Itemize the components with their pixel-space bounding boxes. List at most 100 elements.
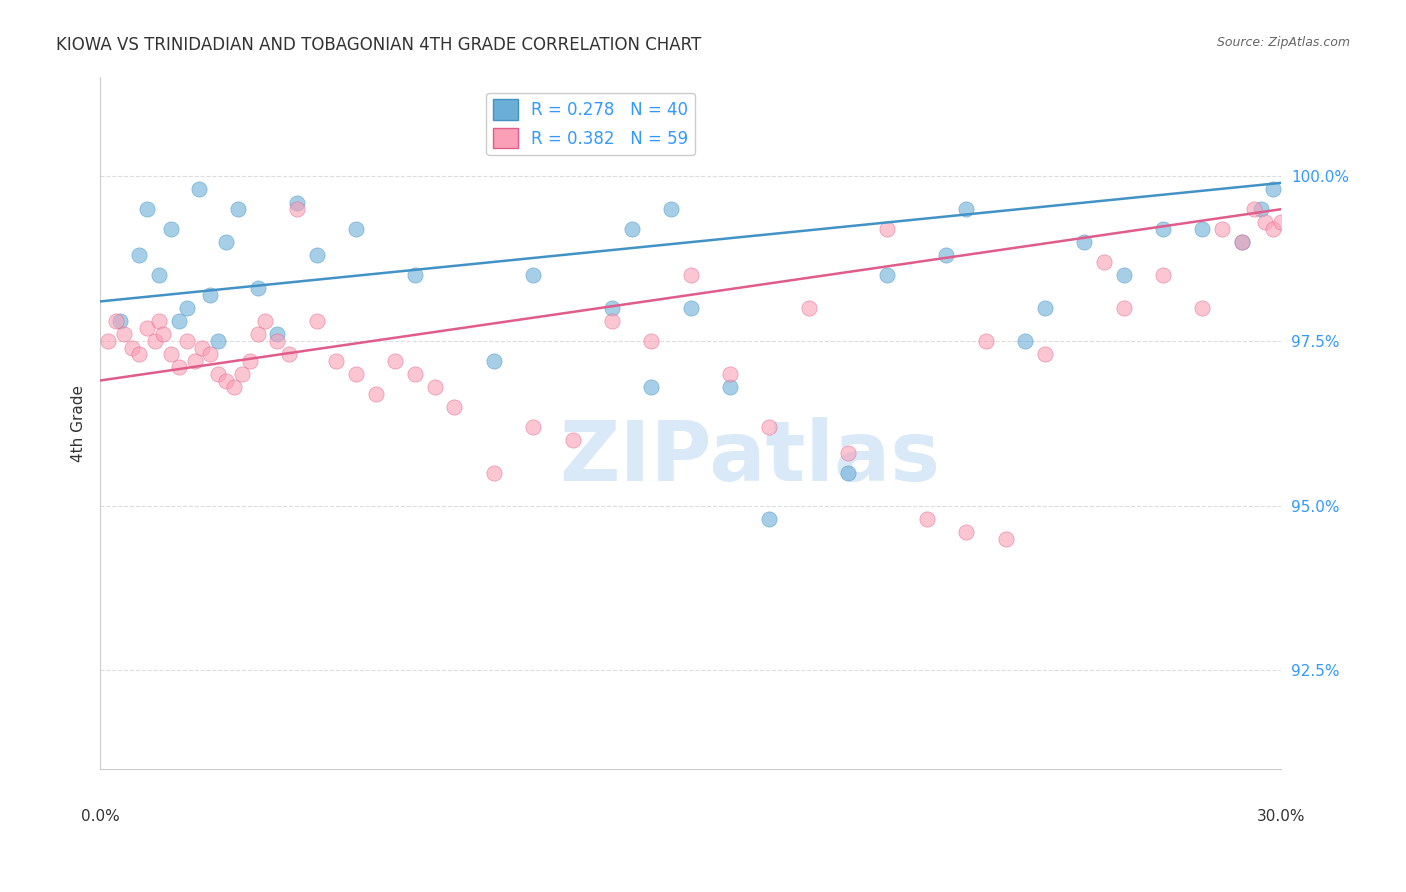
Point (384, 353, 406, 368)
Point (246, 281, 269, 295)
Point (1270, 215, 1292, 229)
Point (404, 367, 426, 381)
Point (482, 353, 505, 368)
Text: KIOWA VS TRINIDADIAN AND TOBAGONIAN 4TH GRADE CORRELATION CHART: KIOWA VS TRINIDADIAN AND TOBAGONIAN 4TH … (56, 36, 702, 54)
Point (200, 288, 222, 302)
Point (1243, 202, 1265, 217)
Point (1250, 202, 1272, 217)
Point (718, 380, 741, 394)
Point (482, 466, 505, 480)
Point (128, 248, 150, 262)
Text: Source: ZipAtlas.com: Source: ZipAtlas.com (1216, 36, 1350, 49)
Point (1211, 222, 1233, 236)
Point (640, 380, 662, 394)
Point (1033, 301, 1056, 315)
Point (108, 314, 131, 328)
Point (423, 380, 446, 394)
Point (285, 202, 308, 217)
Point (522, 419, 544, 434)
Point (1092, 255, 1115, 269)
Point (758, 512, 780, 526)
Point (620, 222, 643, 236)
Point (1112, 268, 1135, 282)
Point (207, 367, 229, 381)
Point (191, 341, 214, 355)
Point (176, 334, 198, 348)
Point (955, 524, 977, 539)
Point (215, 235, 238, 249)
Point (404, 268, 426, 282)
Point (254, 314, 277, 328)
Point (1230, 235, 1253, 249)
Point (994, 532, 1017, 546)
Point (128, 347, 150, 361)
Point (148, 268, 170, 282)
Point (1112, 301, 1135, 315)
Text: 30.0%: 30.0% (1257, 809, 1305, 824)
Point (266, 327, 288, 342)
Point (600, 301, 623, 315)
Legend: R = 0.278   N = 40, R = 0.382   N = 59: R = 0.278 N = 40, R = 0.382 N = 59 (486, 93, 695, 155)
Point (522, 268, 544, 282)
Point (837, 466, 859, 480)
Point (104, 314, 127, 328)
Point (1033, 347, 1056, 361)
Point (136, 320, 159, 334)
Point (364, 386, 387, 401)
Point (1152, 222, 1174, 236)
Point (305, 248, 328, 262)
Point (160, 222, 183, 236)
Point (1191, 301, 1213, 315)
Point (187, 182, 209, 196)
Point (915, 512, 938, 526)
Point (215, 374, 238, 388)
Point (183, 353, 205, 368)
Point (935, 248, 957, 262)
Point (136, 202, 159, 217)
Point (344, 222, 367, 236)
Point (176, 301, 198, 315)
Point (443, 400, 465, 414)
Point (246, 327, 269, 342)
Point (167, 360, 190, 375)
Point (344, 367, 367, 381)
Point (121, 341, 143, 355)
Point (974, 334, 997, 348)
Point (148, 314, 170, 328)
Point (325, 353, 347, 368)
Text: 0.0%: 0.0% (80, 809, 120, 824)
Text: ZIPatlas: ZIPatlas (560, 417, 941, 499)
Point (278, 347, 301, 361)
Point (285, 195, 308, 210)
Point (167, 314, 190, 328)
Point (797, 301, 820, 315)
Point (876, 222, 898, 236)
Point (640, 334, 662, 348)
Point (152, 327, 174, 342)
Point (160, 347, 183, 361)
Point (758, 419, 780, 434)
Point (1073, 235, 1095, 249)
Point (239, 353, 262, 368)
Point (1191, 222, 1213, 236)
Point (1263, 182, 1285, 196)
Point (600, 314, 623, 328)
Point (561, 433, 583, 447)
Point (143, 334, 166, 348)
Point (207, 334, 229, 348)
Point (1014, 334, 1036, 348)
Point (222, 380, 245, 394)
Point (679, 301, 702, 315)
Point (1254, 215, 1277, 229)
Point (837, 446, 859, 460)
Point (266, 334, 288, 348)
Point (659, 202, 682, 217)
Point (1152, 268, 1174, 282)
Point (955, 202, 977, 217)
Point (200, 347, 222, 361)
Point (226, 202, 249, 217)
Point (1230, 235, 1253, 249)
Point (876, 268, 898, 282)
Point (1263, 222, 1285, 236)
Point (718, 367, 741, 381)
